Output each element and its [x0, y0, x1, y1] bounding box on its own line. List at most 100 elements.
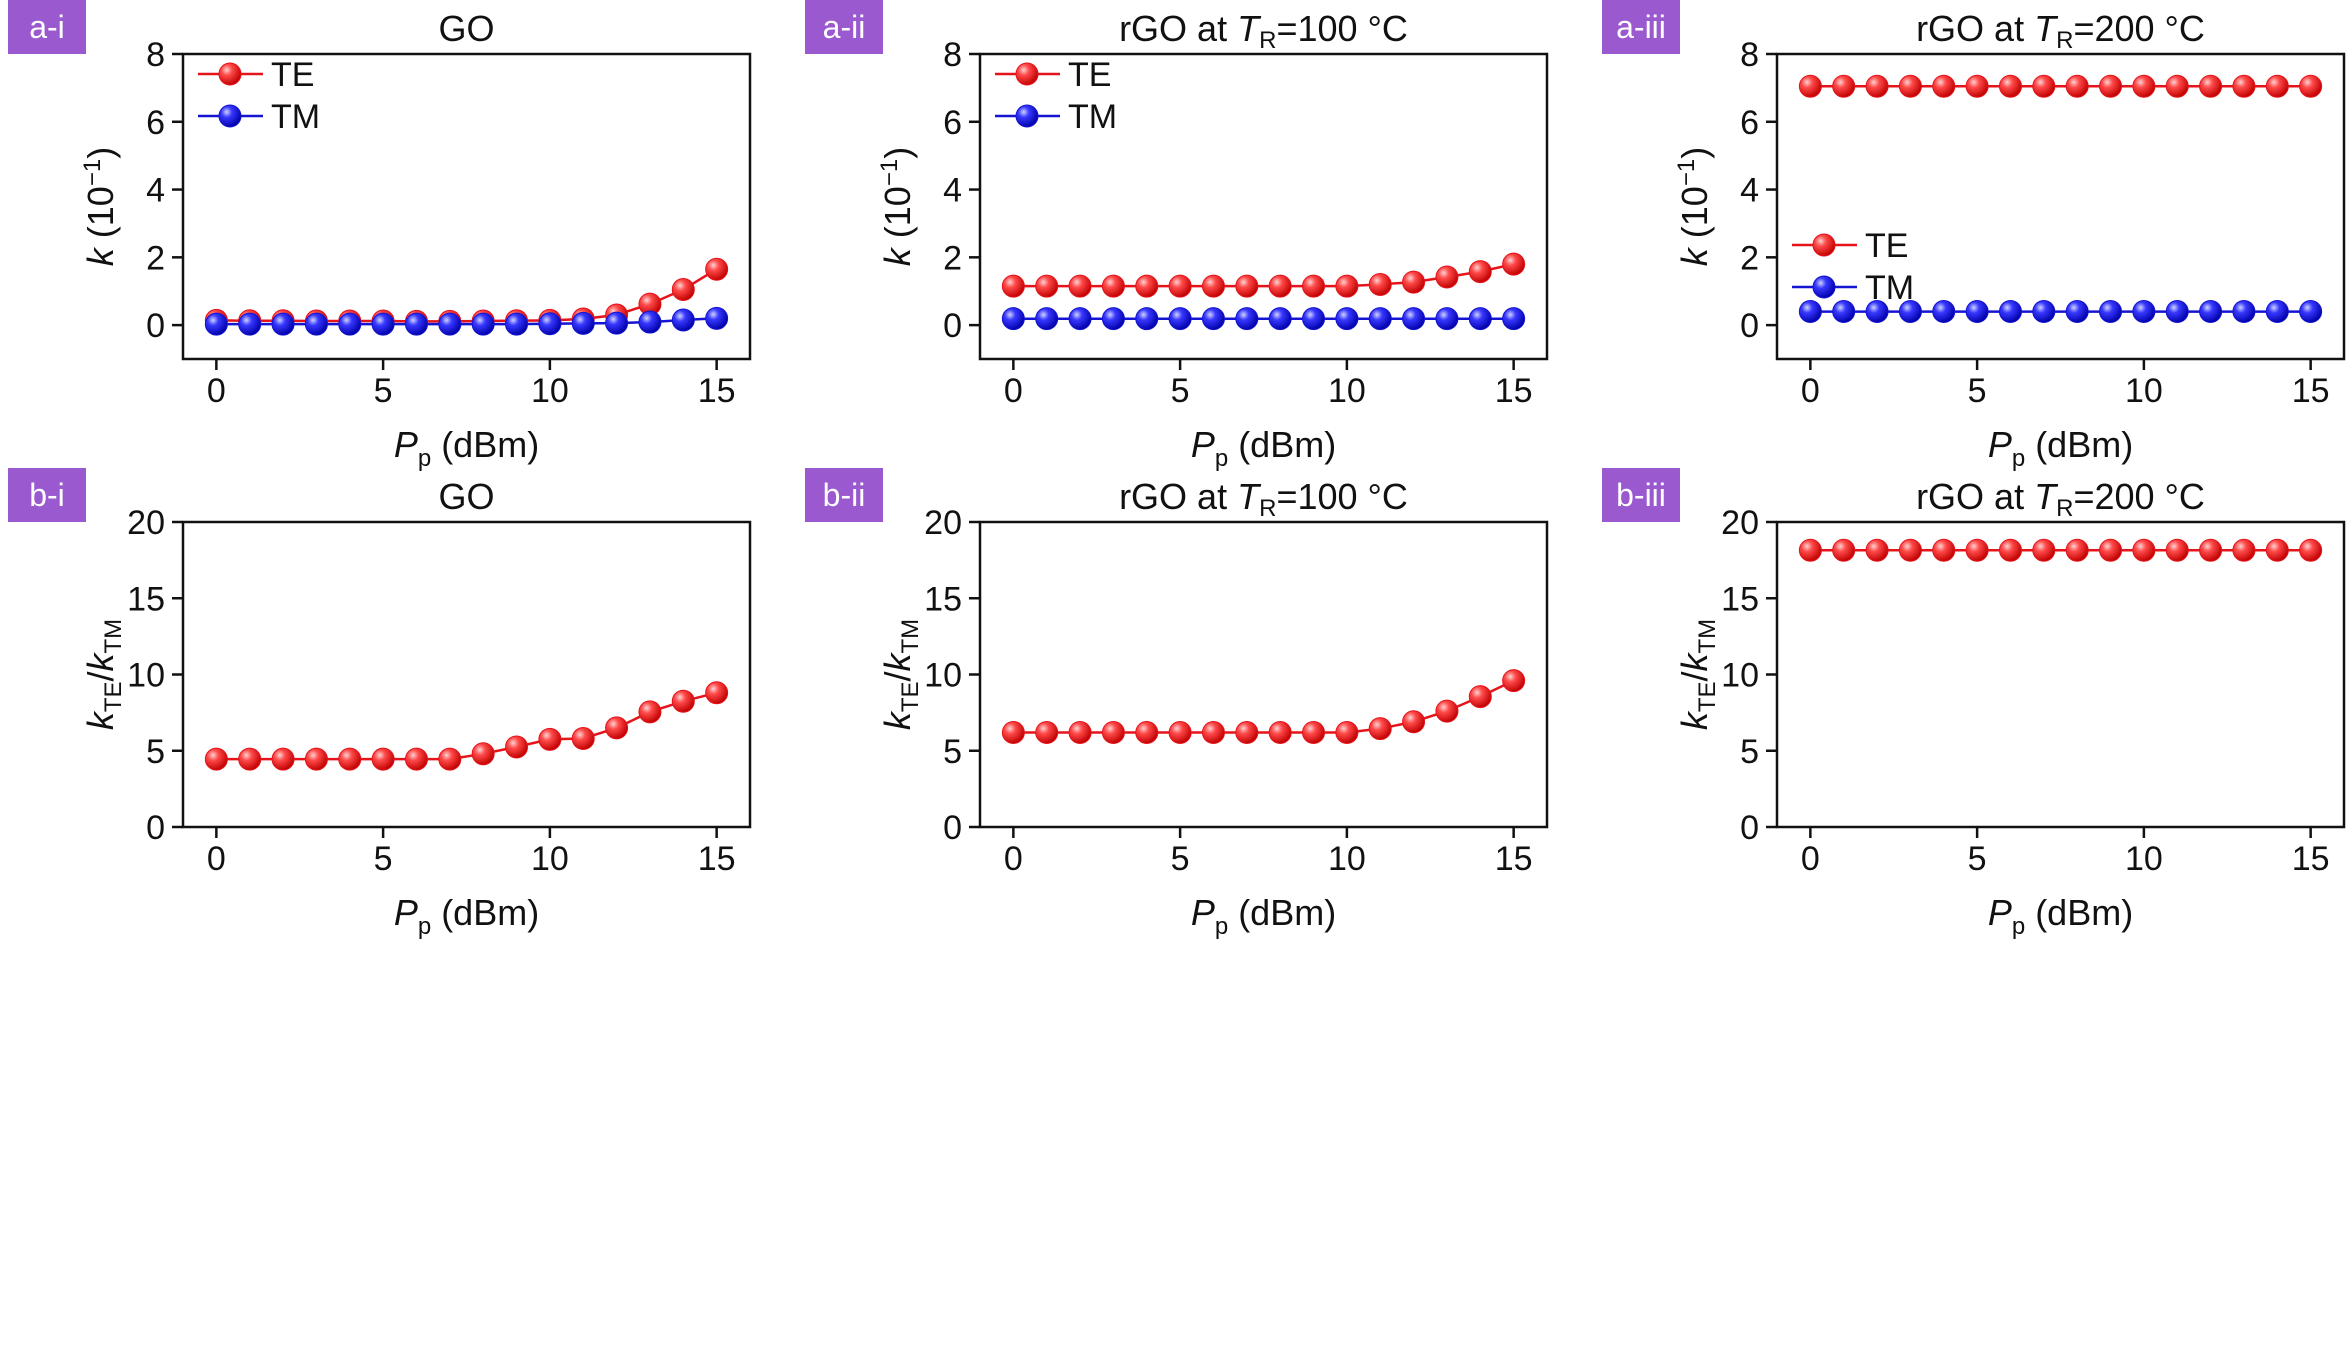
- data-point-tm: [538, 312, 562, 336]
- data-point-tm: [1368, 307, 1392, 331]
- data-point-te: [1965, 74, 1989, 98]
- plot-frame: [1775, 52, 2346, 361]
- y-tick-label: 15: [1721, 580, 1759, 618]
- chart-title-sub: R: [1259, 495, 1276, 522]
- chart-title-part: rGO at: [1916, 476, 2034, 517]
- data-point-tm: [1235, 307, 1259, 331]
- data-point-tm: [705, 306, 729, 330]
- panel-a-iii: a-iii rGO at TR=200 °C 0 5 10 15 0 2 4 6 8 Pp (dBm)…: [1602, 0, 2346, 472]
- data-point-tm: [2165, 300, 2189, 324]
- data-point-te: [238, 747, 262, 771]
- data-point-tm: [2232, 300, 2256, 324]
- y-tick-label: 0: [1740, 307, 1759, 345]
- y-tick-label: 5: [1740, 733, 1759, 771]
- data-point-te: [1502, 669, 1526, 693]
- data-point-te: [1998, 538, 2022, 562]
- y-tick-label: 15: [924, 580, 962, 618]
- data-point-tm: [2299, 300, 2323, 324]
- data-point-te: [1335, 720, 1359, 744]
- x-tick-label: 10: [1328, 372, 1366, 410]
- y-axis-label-sub2: TM: [100, 619, 127, 654]
- y-axis-label-unit: (10: [1674, 186, 1715, 248]
- data-point-tm: [338, 312, 362, 336]
- data-point-te: [2132, 538, 2156, 562]
- data-point-te: [1402, 270, 1426, 294]
- data-point-tm: [1832, 300, 1856, 324]
- y-axis-label-close: ): [1674, 147, 1715, 159]
- data-point-te: [2065, 538, 2089, 562]
- x-tick-label: 10: [531, 372, 569, 410]
- plot-frame: [181, 520, 752, 829]
- data-point-tm: [471, 312, 495, 336]
- data-point-te: [1965, 538, 1989, 562]
- data-point-tm: [1898, 300, 1922, 324]
- data-point-te: [505, 735, 529, 759]
- series-line-te: [1013, 262, 1514, 288]
- data-point-te: [2132, 74, 2156, 98]
- x-axis-label-unit: (dBm): [431, 892, 539, 933]
- x-tick-label: 0: [1004, 372, 1023, 410]
- data-point-te: [2232, 538, 2256, 562]
- data-point-te: [1135, 274, 1159, 298]
- data-point-te: [471, 742, 495, 766]
- y-tick-label: 0: [146, 307, 165, 345]
- y-tick-label: 5: [943, 733, 962, 771]
- x-tick-label: 5: [1171, 372, 1190, 410]
- chart-title-part: T: [1237, 8, 1262, 49]
- panel-label-box: [805, 0, 883, 54]
- data-point-tm: [1168, 307, 1192, 331]
- data-point-te: [1268, 720, 1292, 744]
- data-point-te: [304, 747, 328, 771]
- data-point-te: [1035, 720, 1059, 744]
- x-axis-label-unit: (dBm): [2025, 424, 2133, 465]
- x-axis-label-unit: (dBm): [431, 424, 539, 465]
- y-tick-label: 2: [146, 239, 165, 277]
- legend-marker-te: [218, 62, 242, 86]
- series-line-tm: [216, 317, 717, 326]
- data-point-te: [1898, 538, 1922, 562]
- y-tick-label: 8: [1740, 36, 1759, 74]
- data-point-tm: [1402, 307, 1426, 331]
- panel-label-box: [805, 468, 883, 522]
- x-axis-label-main: P: [1191, 424, 1215, 465]
- data-point-te: [371, 747, 395, 771]
- data-point-te: [705, 257, 729, 281]
- series-line-te: [216, 268, 718, 323]
- x-axis-label-main: P: [394, 892, 418, 933]
- y-axis-label-k2: k: [877, 651, 918, 671]
- x-tick-label: 10: [1328, 840, 1366, 878]
- data-point-te: [1502, 252, 1526, 276]
- x-tick-label: 10: [531, 840, 569, 878]
- data-point-te: [1832, 74, 1856, 98]
- chart-title-part: rGO at: [1916, 8, 2034, 49]
- data-point-tm: [2199, 300, 2223, 324]
- panel-label: b-iii: [1616, 477, 1666, 513]
- data-point-te: [1302, 720, 1326, 744]
- data-point-te: [2199, 538, 2223, 562]
- data-point-te: [1268, 274, 1292, 298]
- y-axis-label-k1: k: [877, 710, 918, 730]
- x-axis-label-unit: (dBm): [2025, 892, 2133, 933]
- x-tick-label: 0: [1004, 840, 1023, 878]
- data-point-te: [271, 747, 295, 771]
- data-point-tm: [304, 312, 328, 336]
- data-point-te: [1368, 272, 1392, 296]
- x-tick-label: 0: [207, 840, 226, 878]
- data-point-te: [1798, 538, 1822, 562]
- y-tick-label: 4: [1740, 172, 1759, 210]
- y-tick-label: 2: [943, 239, 962, 277]
- data-point-te: [671, 689, 695, 713]
- legend-label-tm: TM: [1865, 269, 1914, 307]
- data-point-te: [1168, 720, 1192, 744]
- data-point-te: [1335, 274, 1359, 298]
- x-axis-label: Pp (dBm): [394, 892, 539, 940]
- x-tick-label: 5: [1968, 372, 1987, 410]
- panel-a-ii: a-ii rGO at TR=100 °C 0 5 10 15 0 2 4 6 8 Pp (dBm) k…: [805, 0, 1549, 472]
- chart-title: GO: [438, 476, 494, 517]
- y-axis-label-sub1: TE: [1694, 682, 1721, 713]
- data-point-te: [1368, 717, 1392, 741]
- panel-label: b-i: [29, 477, 65, 513]
- y-tick-label: 0: [146, 809, 165, 847]
- panel-a-i: a-i GO 0 5 10 15 0 2 4 6 8 Pp (dBm) k (10−1) TE TM: [8, 0, 752, 472]
- y-tick-label: 10: [127, 657, 165, 695]
